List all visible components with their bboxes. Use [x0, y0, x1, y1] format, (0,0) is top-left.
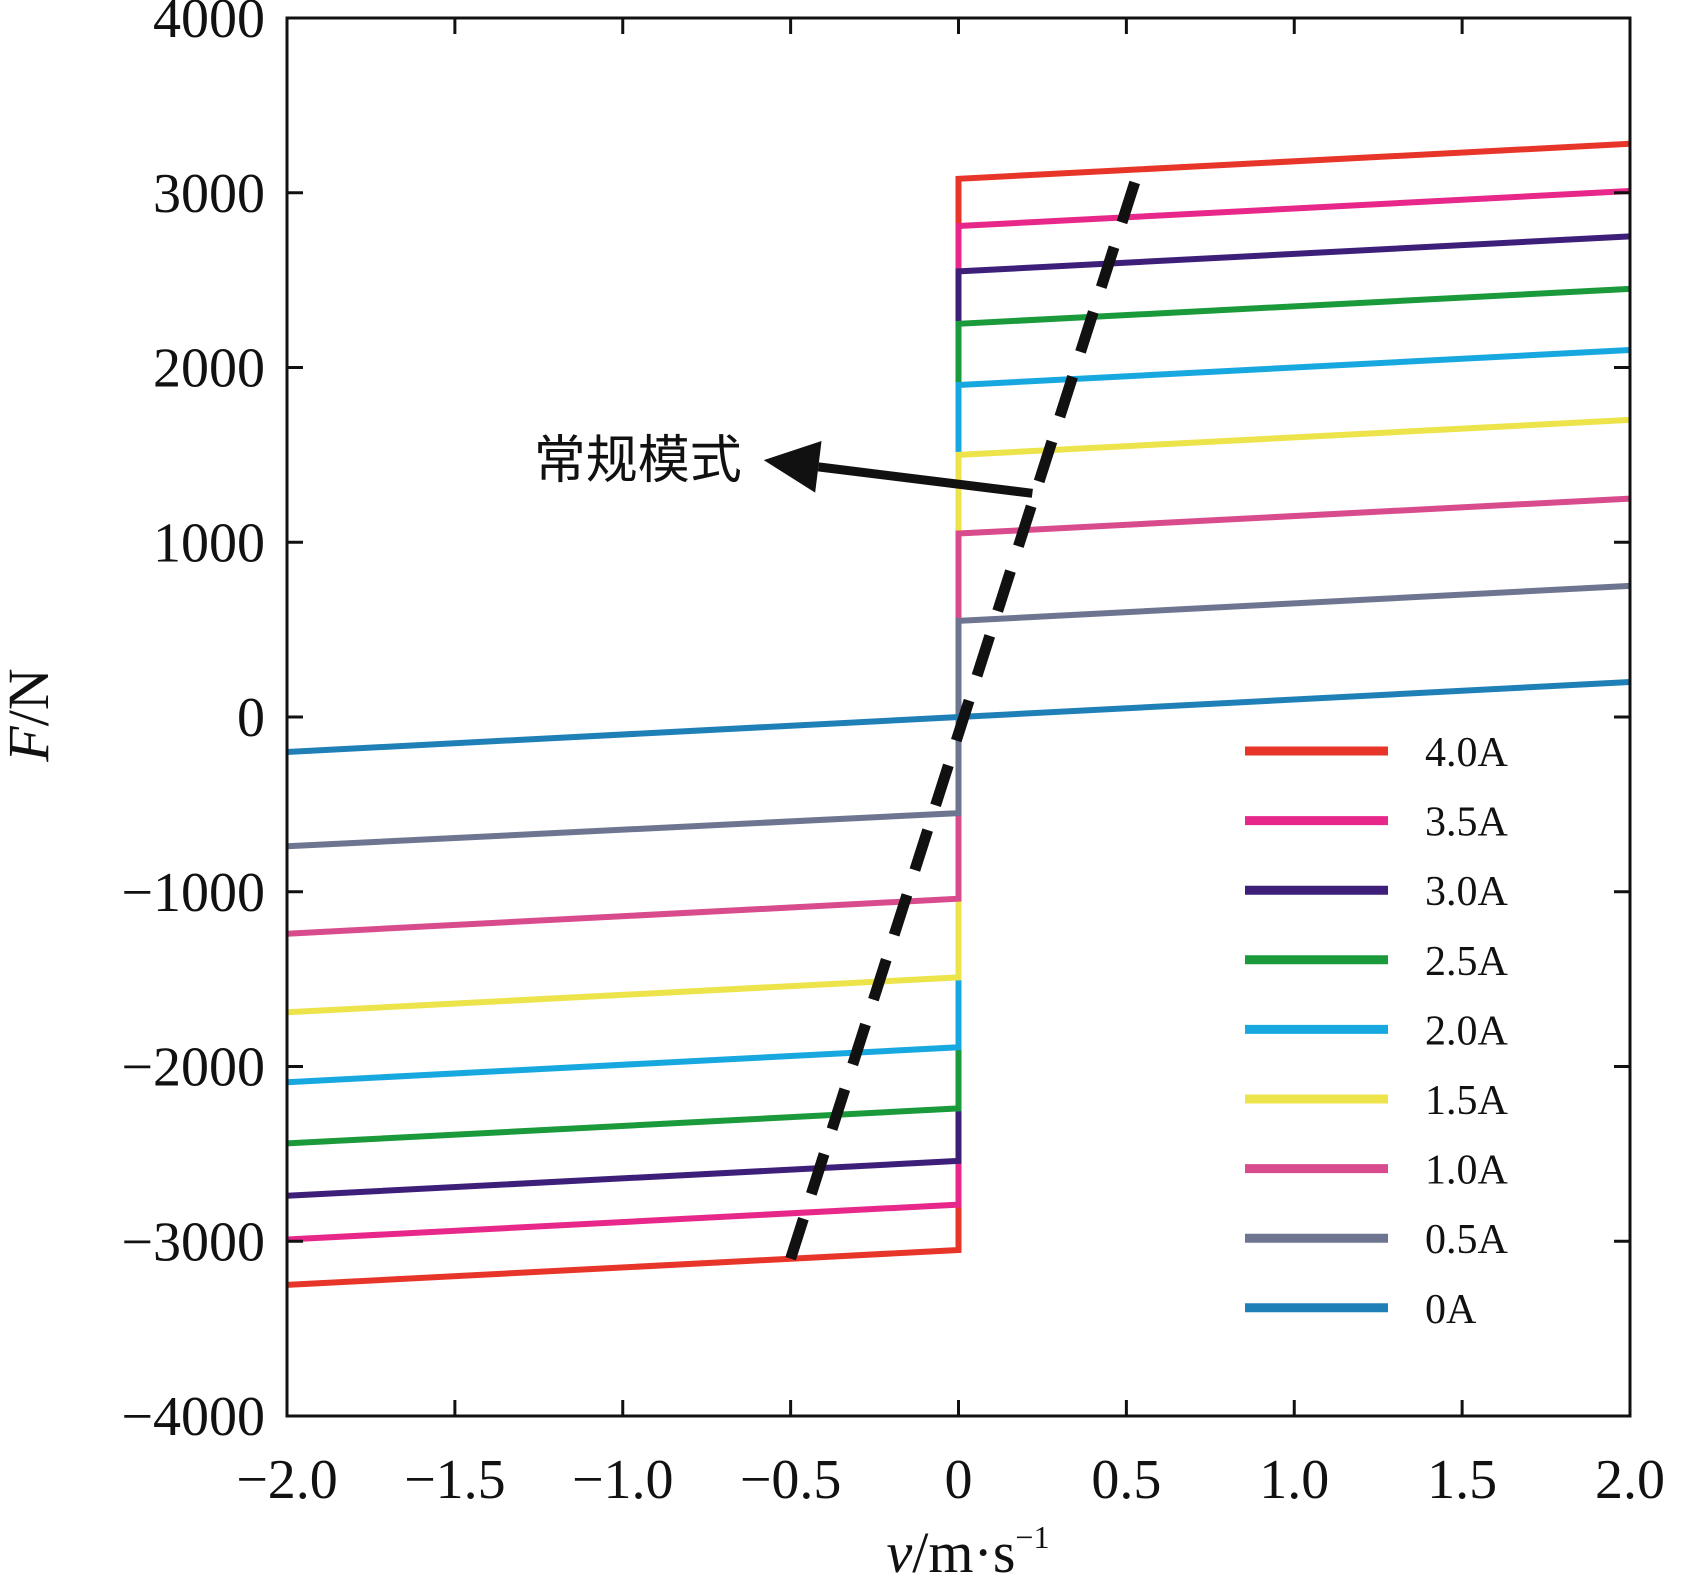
y-tick-label: 2000 — [153, 338, 265, 400]
y-tick-label: −3000 — [121, 1211, 265, 1273]
x-tick-label: −1.5 — [404, 1449, 506, 1511]
y-tick-label: −2000 — [121, 1037, 265, 1099]
y-tick-label: 1000 — [153, 512, 265, 574]
x-axis-title: v/m·s−1 — [887, 1519, 1050, 1576]
y-tick-label: 3000 — [153, 163, 265, 225]
x-tick-label: 0 — [945, 1449, 973, 1511]
annotation-arrow-shaft — [817, 462, 1033, 498]
x-tick-label: 0.5 — [1091, 1449, 1161, 1511]
legend-label-3.5A: 3.5A — [1425, 800, 1509, 846]
legend-label-2.5A: 2.5A — [1425, 939, 1509, 985]
mode-dashed-line — [785, 164, 1146, 1261]
x-tick-label: 1.5 — [1427, 1449, 1497, 1511]
x-tick-label: 2.0 — [1595, 1449, 1665, 1511]
x-tick-label: −1.0 — [572, 1449, 674, 1511]
x-tick-label: 1.0 — [1259, 1449, 1329, 1511]
annotation-text: 常规模式 — [534, 431, 742, 491]
legend-label-1.0A: 1.0A — [1425, 1148, 1509, 1194]
legend-label-1.5A: 1.5A — [1425, 1078, 1509, 1124]
y-tick-label: −1000 — [121, 862, 265, 924]
y-axis-title: F/N — [0, 668, 61, 762]
legend-label-2.0A: 2.0A — [1425, 1008, 1509, 1054]
dashed-layer — [785, 164, 1146, 1261]
legend-label-4.0A: 4.0A — [1425, 730, 1509, 776]
annotation-layer: 常规模式 — [534, 431, 1033, 498]
y-tick-label: 4000 — [153, 0, 265, 50]
legend-label-3.0A: 3.0A — [1425, 869, 1509, 915]
x-tick-label: −0.5 — [740, 1449, 842, 1511]
annotation-arrow-head — [763, 441, 822, 493]
axes-layer — [285, 16, 1632, 1418]
x-tick-label: −2.0 — [236, 1449, 338, 1511]
y-tick-label: −4000 — [121, 1386, 265, 1448]
legend: 4.0A 3.5A 3.0A 2.5A 2.0A 1.5A 1.0A 0.5A 0A — [1245, 730, 1509, 1333]
tick-labels: −2.0 −1.5 −1.0 −0.5 0 0.5 1.0 1.5 2.0 −4000 −3000 −… — [121, 0, 1665, 1511]
legend-label-0.5A: 0.5A — [1425, 1217, 1509, 1263]
y-tick-label: 0 — [237, 687, 265, 749]
legend-label-0A: 0A — [1425, 1287, 1477, 1333]
